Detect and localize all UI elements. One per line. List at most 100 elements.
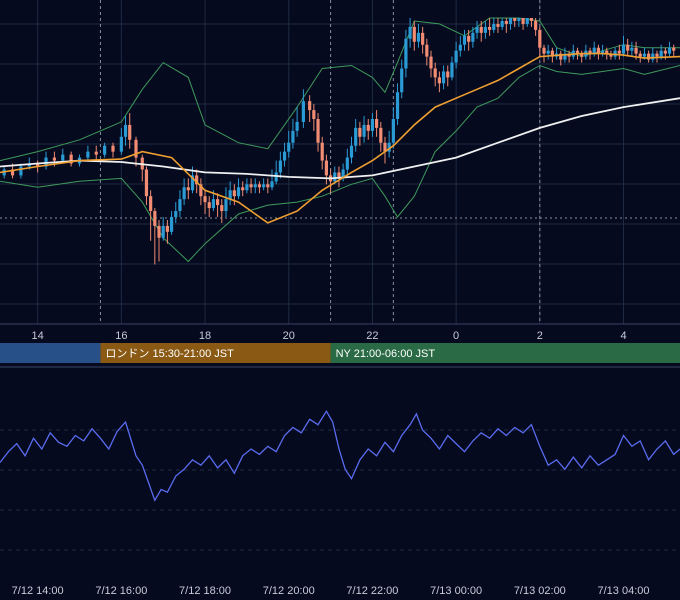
candle-body	[500, 20, 504, 27]
time-x-axis: 7/12 14:00 7/12 16:00 7/12 18:00 7/12 20:00…	[12, 585, 650, 597]
session-label: NY 21:00-06:00 JST	[336, 348, 436, 360]
candle-body	[647, 53, 651, 60]
candle-body	[575, 50, 580, 54]
candle-body	[349, 145, 354, 158]
candle-body	[395, 92, 400, 119]
candle-body	[542, 47, 546, 54]
time-x-tick-label: 7/12 14:00	[12, 585, 64, 597]
candle-body	[617, 50, 621, 54]
time-x-tick-label: 7/12 16:00	[95, 585, 147, 597]
candle-body	[546, 50, 550, 54]
candle-body	[488, 26, 492, 30]
candle-body	[337, 172, 341, 179]
candle-body	[462, 35, 467, 45]
candle-body	[408, 26, 412, 39]
candle-body	[182, 187, 186, 200]
candle-body	[19, 166, 23, 176]
candle-body	[517, 18, 521, 21]
candle-body	[216, 199, 220, 206]
candle-body	[483, 26, 488, 33]
candle-body	[362, 124, 366, 137]
candle-body	[475, 26, 479, 33]
candle-body	[228, 190, 232, 200]
candle-body	[446, 71, 450, 78]
candle-body	[592, 47, 596, 54]
moving-averages	[0, 52, 680, 224]
candle-body	[232, 190, 236, 197]
candle-body	[174, 211, 178, 217]
candle-body	[94, 151, 98, 155]
candle-body	[52, 157, 56, 161]
candle-body	[421, 32, 425, 45]
candle-body	[61, 154, 65, 161]
candle-body	[257, 184, 262, 188]
candle-body	[295, 121, 299, 131]
candle-body	[123, 124, 128, 137]
candle-body	[621, 44, 626, 54]
candle-body	[609, 53, 613, 57]
candle-body	[111, 145, 115, 152]
candle-body	[86, 151, 90, 158]
candle-body	[236, 187, 241, 197]
time-x-tick-label: 7/12 22:00	[346, 585, 398, 597]
session-bar: ロンドン 15:30-21:00 JST NY 21:00-06:00 JST	[0, 343, 680, 363]
candle-body	[249, 184, 253, 188]
candle-body	[308, 101, 312, 111]
candle-body	[588, 50, 592, 54]
candle-body	[429, 56, 433, 69]
candle-body	[559, 53, 563, 60]
candle-body	[245, 184, 249, 191]
session-block	[330, 343, 680, 363]
candle-body	[383, 142, 387, 152]
candle-body	[663, 50, 667, 54]
candle-body	[190, 175, 195, 191]
candle-body	[270, 181, 274, 188]
time-x-tick-label: 7/13 02:00	[514, 585, 566, 597]
candle-body	[550, 50, 554, 57]
candle-body	[282, 151, 287, 161]
candle-body	[391, 118, 395, 143]
price-x-axis: 14 16 18 20 22 0 2 4	[32, 330, 627, 342]
candle-body	[630, 47, 634, 51]
candle-body	[253, 184, 257, 188]
moving-average-long-line	[0, 97, 680, 180]
candle-body	[287, 142, 291, 152]
candle-body	[119, 136, 123, 152]
candle-body	[525, 18, 529, 24]
price-x-tick-label: 2	[537, 330, 543, 342]
candle-body	[186, 187, 190, 191]
candle-body	[416, 32, 421, 42]
candle-body	[375, 118, 379, 128]
candle-body	[504, 20, 508, 24]
candle-body	[580, 53, 584, 57]
candle-body	[178, 199, 182, 212]
price-x-tick-label: 4	[620, 330, 626, 342]
candle-body	[203, 196, 207, 203]
candle-body	[345, 157, 349, 170]
indicator-series-line	[0, 409, 680, 502]
candle-body	[613, 50, 617, 57]
candle-body	[134, 139, 138, 158]
candle-body	[659, 50, 663, 57]
candle-body	[153, 211, 157, 226]
candle-body	[437, 77, 441, 84]
candle-body	[144, 169, 149, 197]
candle-body	[529, 18, 534, 21]
candle-body	[655, 53, 659, 57]
candle-body	[354, 127, 358, 146]
candle-body	[479, 26, 483, 33]
candle-body	[161, 225, 165, 238]
time-x-tick-label: 7/12 18:00	[179, 585, 231, 597]
candle-body	[266, 184, 270, 188]
candle-body	[341, 169, 345, 179]
candle-body	[605, 50, 609, 54]
candle-body	[195, 175, 199, 185]
candle-body	[324, 160, 328, 176]
candle-body	[333, 172, 337, 182]
session-block	[0, 343, 101, 363]
candle-body	[379, 127, 383, 143]
candle-body	[169, 216, 174, 232]
candle-body	[521, 18, 525, 24]
candle-body	[534, 20, 538, 30]
